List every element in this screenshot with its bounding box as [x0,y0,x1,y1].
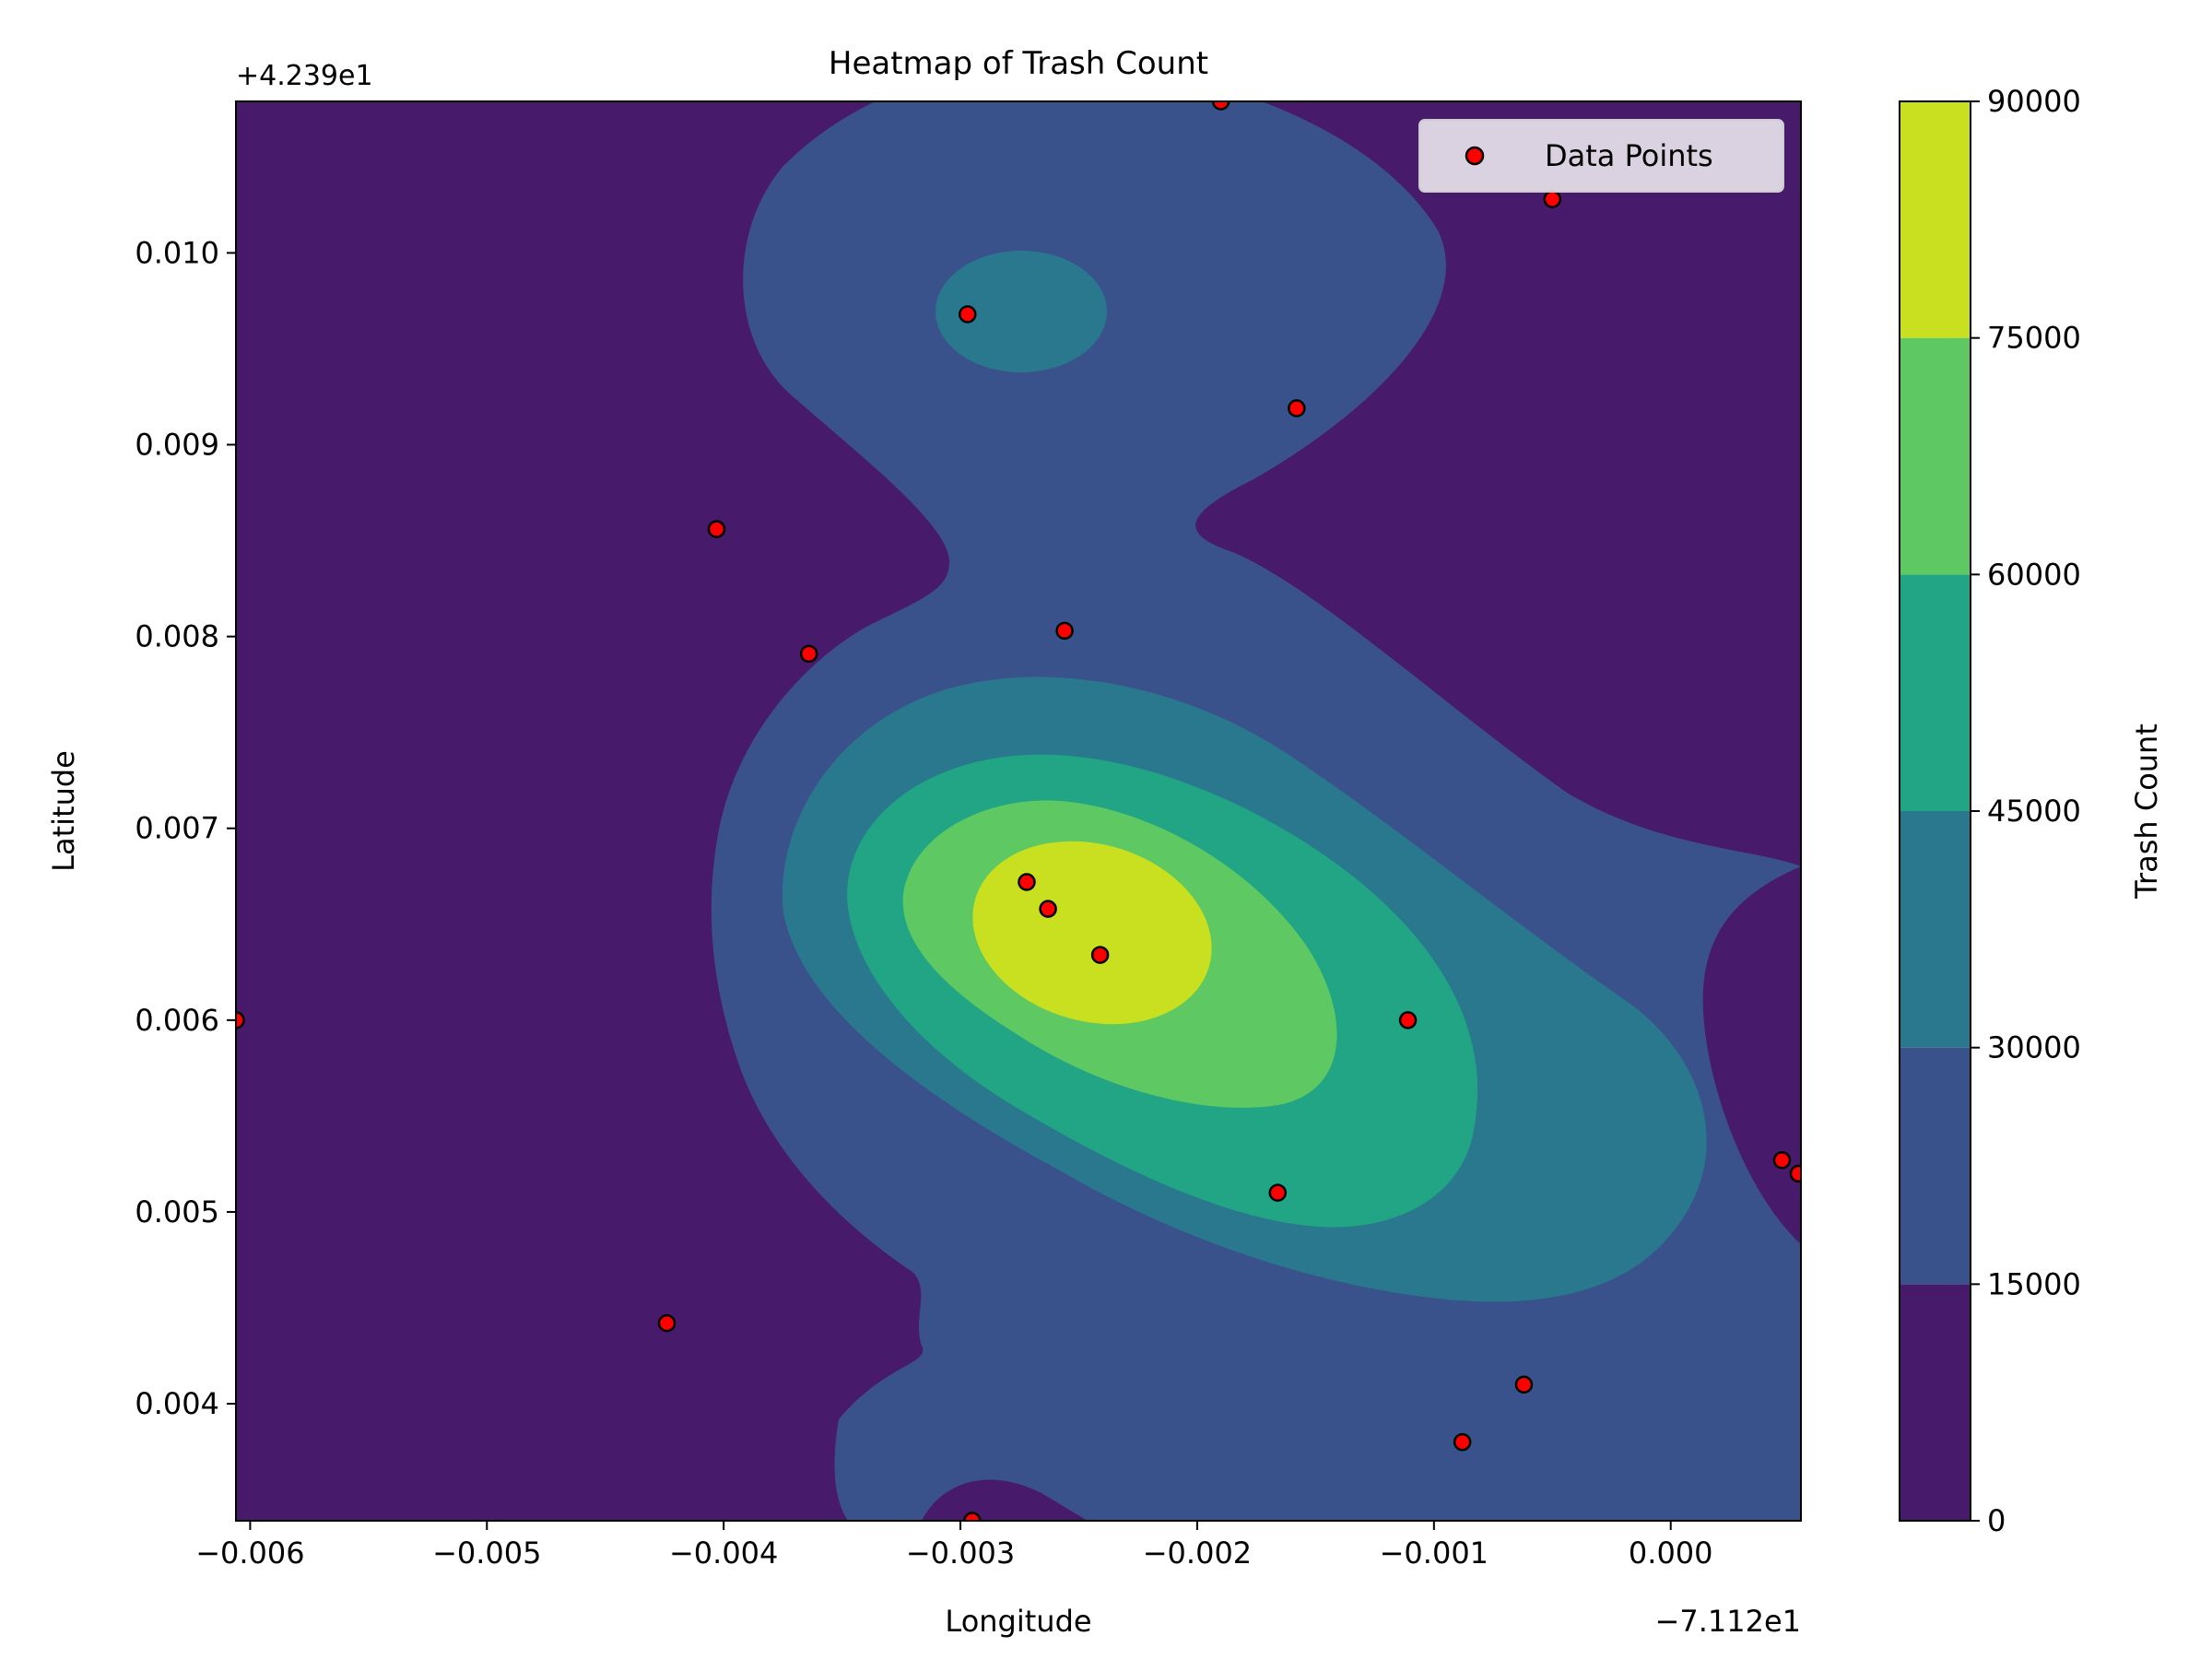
x-axis-offset-label: −7.112e1 [1655,1604,1801,1639]
colorbar: 0 15000 30000 45000 60000 75000 90000 [1899,84,2081,1538]
colorbar-band [1900,574,1971,811]
y-axis-offset-label: +4.239e1 [236,60,373,92]
x-tick-label: −0.004 [669,1535,778,1571]
colorbar-tick-label: 45000 [1987,794,2081,829]
y-tick-label: 0.010 [135,235,219,270]
y-tick-label: 0.008 [135,619,219,654]
colorbar-band [1900,811,1971,1048]
legend-marker [1465,146,1485,166]
data-point [707,520,726,538]
x-tick-label: −0.006 [195,1535,304,1571]
data-point [1268,1183,1288,1202]
colorbar-label: Trash Count [2129,724,2164,900]
data-point [1039,900,1057,918]
colorbar-band [1900,337,1971,575]
y-tick-label: 0.005 [135,1194,219,1230]
data-point [1055,621,1074,641]
data-point [236,1011,245,1030]
data-point [1514,1375,1534,1394]
data-point [1090,946,1110,964]
data-point [657,1313,677,1333]
x-tick-label: −0.001 [1380,1535,1488,1571]
x-tick-label: 0.000 [1629,1535,1713,1571]
y-axis-label: Latitude [46,750,81,872]
data-point [1453,1432,1472,1452]
data-point [1288,399,1306,418]
colorbar-band [1900,1284,1971,1521]
x-tick-label: −0.002 [1143,1535,1252,1571]
x-axis-ticks: −0.006 −0.005 −0.004 −0.003 −0.002 −0.001 0.00… [195,1521,1713,1571]
plot-area [235,100,1802,1522]
contour-level-30000-island [935,251,1107,372]
y-tick-label: 0.004 [135,1386,219,1421]
colorbar-band [1900,1047,1971,1285]
x-axis-label: Longitude [945,1604,1091,1639]
colorbar-band [1900,101,1971,338]
data-point [1772,1151,1792,1170]
data-point [799,644,818,664]
y-tick-label: 0.009 [135,428,219,463]
colorbar-tick-label: 60000 [1987,557,2081,592]
data-point [1398,1011,1418,1030]
legend: Data Points [1418,119,1784,193]
x-tick-label: −0.003 [906,1535,1015,1571]
colorbar-tick-label: 15000 [1987,1266,2081,1301]
chart-title: Heatmap of Trash Count [829,45,1208,82]
legend-label: Data Points [1545,138,1713,173]
legend-box [1418,119,1784,193]
y-tick-label: 0.006 [135,1003,219,1038]
colorbar-tick-label: 30000 [1987,1030,2081,1065]
x-tick-label: −0.005 [432,1535,541,1571]
data-point [1211,101,1230,111]
data-point [1543,190,1562,208]
y-axis-ticks: 0.004 0.005 0.006 0.007 0.008 0.009 0.010 [135,235,236,1421]
data-point [1018,873,1036,891]
colorbar-tick-label: 90000 [1987,84,2081,119]
contour-bottom-gap [922,1479,1088,1521]
data-point [1789,1164,1801,1183]
colorbar-tick-label: 75000 [1987,321,2081,356]
data-point [963,1512,982,1521]
y-tick-label: 0.007 [135,811,219,846]
data-point [959,305,977,324]
plot-frame [235,100,1802,1522]
colorbar-tick-label: 0 [1987,1503,2006,1538]
